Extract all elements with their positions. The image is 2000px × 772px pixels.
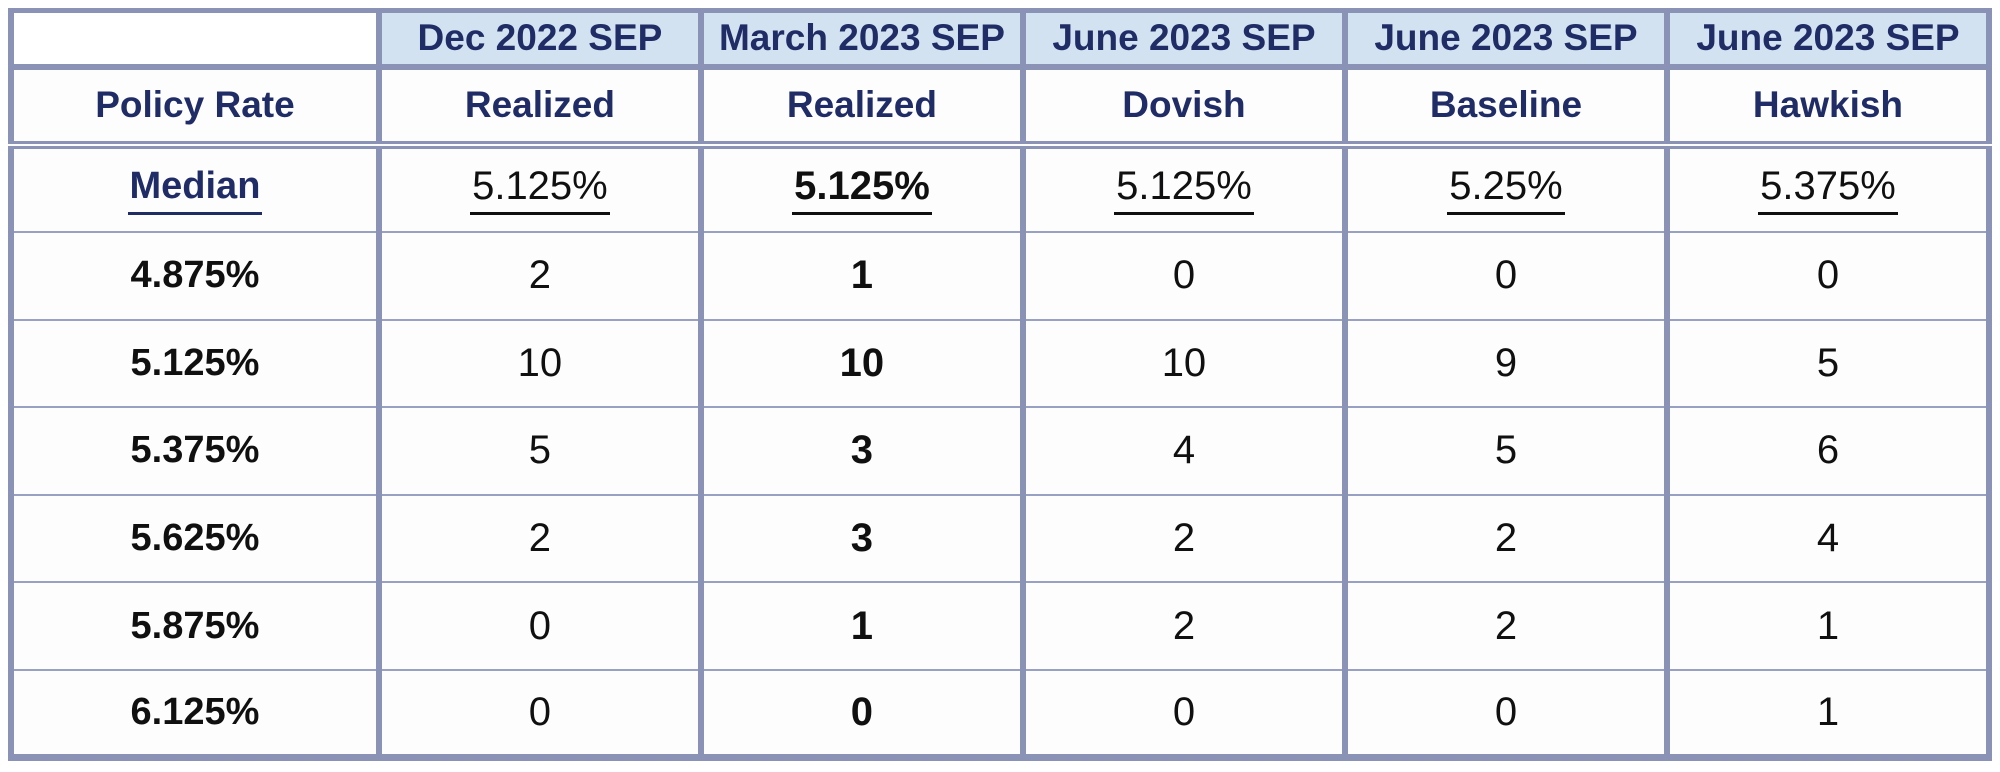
scenario-header-cell: Hawkish [1663,66,1993,149]
period-header-cell: June 2023 SEP [1341,10,1670,70]
vote-count-cell: 0 [1663,232,1993,320]
vote-count-cell: 2 [1019,582,1348,670]
vote-count-cell: 4 [1019,407,1348,495]
rate-row: 6.125% 0 0 0 0 1 [8,669,1993,758]
vote-count-cell: 0 [1341,232,1670,320]
period-header-row: Dec 2022 SEP March 2023 SEP June 2023 SE… [8,10,1993,70]
vote-count-cell: 9 [1341,319,1670,408]
vote-count-cell: 4 [1663,494,1993,583]
vote-count-cell: 0 [1341,669,1670,758]
scenario-header-row: Policy Rate Realized Realized Dovish Bas… [8,66,1993,149]
rate-row: 5.875% 0 1 2 2 1 [8,582,1993,670]
vote-count-cell: 5 [1341,407,1670,495]
sep-policy-rate-comparison-table: Dec 2022 SEP March 2023 SEP June 2023 SE… [8,8,1993,761]
vote-count-cell: 2 [1341,582,1670,670]
vote-count-cell: 1 [697,582,1026,670]
rate-row: 5.125% 10 10 10 9 5 [8,319,1993,408]
period-header-cell: Dec 2022 SEP [375,10,704,70]
vote-count-cell: 10 [375,319,704,408]
vote-count-cell: 0 [375,669,704,758]
median-label: Median [127,166,263,215]
rate-label-cell: 5.875% [8,582,382,670]
rate-label-cell: 5.625% [8,494,382,583]
vote-count-cell: 1 [1663,669,1993,758]
vote-count-cell: 3 [697,407,1026,495]
rate-label-cell: 6.125% [8,669,382,758]
scenario-header-cell: Realized [375,66,704,149]
vote-count-cell: 5 [375,407,704,495]
rate-row: 4.875% 2 1 0 0 0 [8,232,1993,320]
scenario-header-cell: Realized [697,66,1026,149]
vote-count-cell: 2 [1341,494,1670,583]
period-header-cell: June 2023 SEP [1663,10,1993,70]
vote-count-cell: 1 [697,232,1026,320]
rate-label-cell: 5.375% [8,407,382,495]
rate-label-cell: 5.125% [8,319,382,408]
vote-count-cell: 0 [1019,669,1348,758]
vote-count-cell: 10 [697,319,1026,408]
rate-label-cell: 4.875% [8,232,382,320]
median-label-cell: Median [8,144,382,233]
period-header-cell: March 2023 SEP [697,10,1026,70]
corner-cell [8,10,382,70]
median-value-cell: 5.375% [1663,144,1993,233]
policy-rate-table: Dec 2022 SEP March 2023 SEP June 2023 SE… [8,8,1993,761]
rate-row: 5.625% 2 3 2 2 4 [8,494,1993,583]
vote-count-cell: 0 [1019,232,1348,320]
median-value-cell: 5.125% [697,144,1026,233]
median-value-cell: 5.125% [375,144,704,233]
rate-row: 5.375% 5 3 4 5 6 [8,407,1993,495]
median-value-cell: 5.125% [1019,144,1348,233]
period-header-cell: June 2023 SEP [1019,10,1348,70]
vote-count-cell: 2 [1019,494,1348,583]
vote-count-cell: 5 [1663,319,1993,408]
vote-count-cell: 1 [1663,582,1993,670]
policy-rate-header-cell: Policy Rate [8,66,382,149]
vote-count-cell: 0 [697,669,1026,758]
vote-count-cell: 10 [1019,319,1348,408]
vote-count-cell: 2 [375,494,704,583]
vote-count-cell: 3 [697,494,1026,583]
median-value-cell: 5.25% [1341,144,1670,233]
scenario-header-cell: Dovish [1019,66,1348,149]
median-row: Median 5.125% 5.125% 5.125% 5.25% 5.375% [8,144,1993,233]
vote-count-cell: 2 [375,232,704,320]
vote-count-cell: 0 [375,582,704,670]
vote-count-cell: 6 [1663,407,1993,495]
scenario-header-cell: Baseline [1341,66,1670,149]
